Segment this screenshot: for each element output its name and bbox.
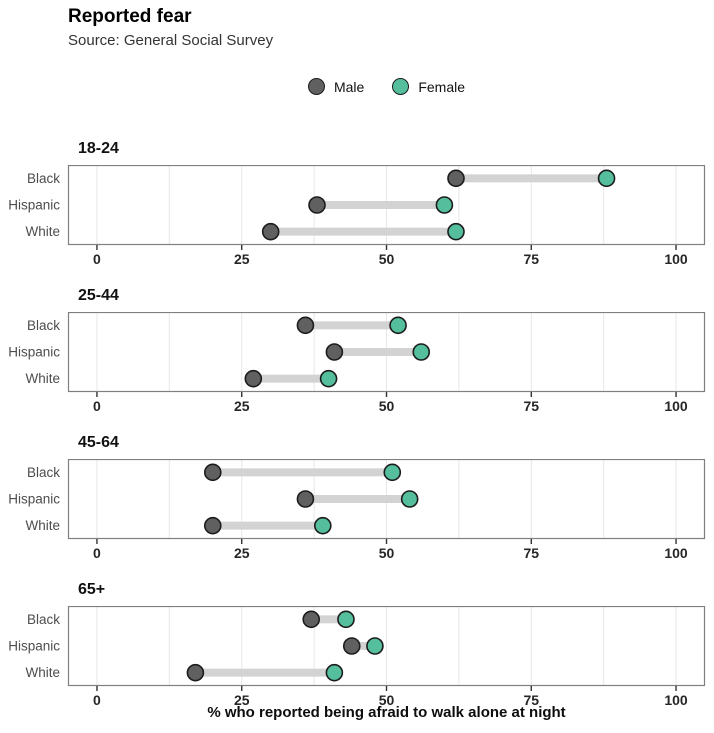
facet-plot: Black Hispanic White 0 25 50 75 100	[8, 165, 706, 267]
facet-45-64: 45-64 Black Hispanic White 0 25 50 75 100	[0, 431, 714, 578]
x-axis-tick-label: 25	[234, 398, 250, 414]
male-dot	[325, 343, 344, 361]
female-dot	[597, 169, 616, 188]
x-axis-tick-label: 0	[93, 545, 101, 561]
x-axis-tick-label: 50	[379, 398, 395, 414]
dumbbell-bar	[212, 468, 393, 477]
facet-plot: Black Hispanic White 0 25 50 75 100	[8, 606, 706, 708]
dumbbell-bar	[311, 615, 346, 624]
male-dot-icon	[307, 78, 325, 95]
female-dot	[366, 637, 384, 655]
female-dot	[400, 490, 419, 508]
male-dot	[244, 369, 263, 388]
dumbbell-bar	[305, 321, 399, 330]
y-axis-label: White	[25, 224, 60, 239]
male-dot	[447, 169, 465, 188]
male-dot	[308, 196, 326, 214]
x-axis-tick-label: 50	[379, 692, 395, 708]
x-axis-tick-label: 75	[523, 545, 539, 561]
legend-item-male: Male	[307, 78, 365, 95]
female-dot	[447, 222, 465, 241]
legend-label-male: Male	[333, 78, 365, 95]
x-axis-tick-label: 100	[664, 692, 688, 708]
y-axis-label: Black	[27, 612, 60, 627]
dumbbell-bar	[317, 201, 445, 209]
dumbbell-bar	[305, 495, 410, 503]
facet-65plus: 65+ Black Hispanic White 0 25 50 75 100	[0, 578, 714, 725]
female-dot	[337, 610, 355, 629]
male-dot	[203, 516, 222, 535]
x-axis-tick-label: 100	[664, 398, 688, 414]
female-dot	[325, 663, 344, 682]
facet-18-24: 18-24 Black Hispanic White 0 25 50 75 100	[0, 137, 714, 284]
dumbbell-bar	[212, 521, 323, 530]
x-axis-tick-label: 75	[523, 251, 539, 267]
male-dot	[186, 663, 205, 682]
female-dot-icon	[392, 78, 410, 95]
facet-plot: Black Hispanic White 0 25 50 75 100	[8, 312, 706, 414]
dumbbell-bar	[253, 374, 329, 383]
panel-border	[67, 459, 706, 540]
x-axis-tick-label: 75	[523, 398, 539, 414]
y-axis-label: Hispanic	[8, 492, 60, 507]
legend-label-female: Female	[418, 78, 466, 95]
y-axis-label: White	[25, 518, 60, 533]
page-title: Reported fear	[68, 6, 192, 27]
x-axis-tick-label: 50	[379, 251, 395, 267]
dumbbell-bar	[195, 668, 335, 677]
x-axis-tick-label: 25	[234, 251, 250, 267]
x-axis-tick-label: 100	[664, 545, 688, 561]
dumbbell-bar	[351, 642, 375, 650]
male-dot	[261, 222, 280, 241]
female-dot	[412, 343, 431, 361]
x-axis-tick-label: 0	[93, 398, 101, 414]
y-axis-label: Black	[27, 318, 60, 333]
female-dot	[313, 516, 332, 535]
y-axis-label: Hispanic	[8, 639, 60, 654]
facet-title: 65+	[78, 581, 106, 598]
male-dot	[302, 610, 321, 629]
dumbbell-bar	[270, 227, 456, 236]
x-axis-tick-label: 25	[234, 545, 250, 561]
male-dot	[296, 490, 315, 508]
male-dot	[203, 463, 222, 482]
facet-title: 45-64	[78, 434, 119, 451]
x-axis-tick-label: 50	[379, 545, 395, 561]
facet-25-44: 25-44 Black Hispanic White 0 25 50 75 100	[0, 284, 714, 431]
x-axis-tick-label: 0	[93, 692, 101, 708]
x-axis-tick-label: 25	[234, 692, 250, 708]
y-axis-label: Black	[27, 465, 60, 480]
legend: Male Female	[68, 78, 705, 95]
female-dot	[435, 196, 454, 214]
facet-plot: Black Hispanic White 0 25 50 75 100	[8, 459, 706, 561]
x-axis-tick-label: 100	[664, 251, 688, 267]
x-axis-title: % who reported being afraid to walk alon…	[207, 704, 566, 721]
female-dot	[319, 369, 338, 388]
facet-title: 18-24	[78, 140, 119, 157]
y-axis-label: White	[25, 665, 60, 680]
legend-item-female: Female	[392, 78, 465, 95]
dumbbell-bar	[334, 348, 422, 356]
y-axis-label: Black	[27, 171, 60, 186]
panel-border	[67, 312, 706, 393]
y-axis-label: Hispanic	[8, 345, 60, 360]
facet-panels: 18-24 Black Hispanic White 0 25 50 75 100 25-44 Bl…	[0, 137, 714, 725]
panel-border	[67, 606, 706, 687]
male-dot	[342, 637, 361, 655]
facet-title: 25-44	[78, 287, 119, 304]
y-axis-label: Hispanic	[8, 198, 60, 213]
panel-border	[67, 165, 706, 246]
male-dot	[296, 316, 315, 335]
x-axis-tick-label: 0	[93, 251, 101, 267]
female-dot	[383, 463, 402, 482]
page-subtitle: Source: General Social Survey	[68, 32, 274, 49]
dumbbell-bar	[455, 174, 607, 183]
female-dot	[389, 316, 407, 335]
y-axis-label: White	[25, 371, 60, 386]
x-axis-tick-label: 75	[523, 692, 539, 708]
